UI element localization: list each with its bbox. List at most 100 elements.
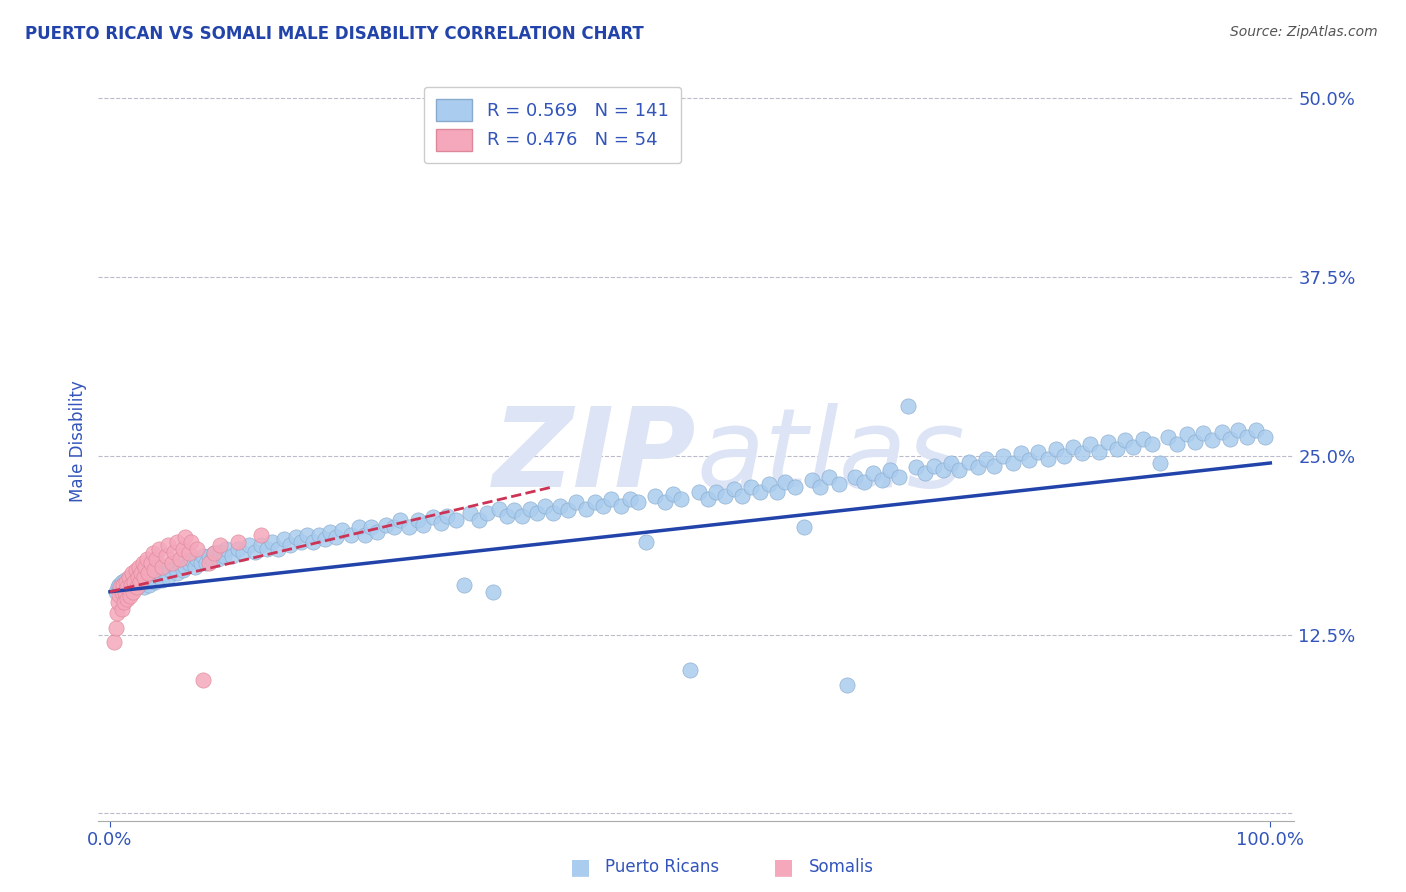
Point	[256, 541, 278, 556]
Point	[1246, 423, 1268, 437]
Point	[166, 534, 188, 549]
Point	[155, 549, 177, 563]
Point	[1018, 453, 1040, 467]
Point	[1201, 433, 1223, 447]
Point	[340, 527, 363, 541]
Point	[111, 602, 134, 616]
Point	[226, 541, 249, 556]
Point	[191, 549, 214, 563]
Point	[131, 570, 153, 584]
Point	[922, 458, 945, 473]
Point	[186, 541, 208, 556]
Point	[163, 544, 186, 558]
Point	[183, 560, 205, 574]
Point	[354, 527, 377, 541]
Point	[1114, 433, 1136, 447]
Point	[136, 552, 159, 566]
Point	[1140, 437, 1163, 451]
Point	[186, 552, 208, 566]
Point	[195, 556, 218, 570]
Point	[1192, 425, 1215, 440]
Point	[1149, 456, 1171, 470]
Point	[250, 537, 273, 551]
Point	[131, 574, 153, 589]
Point	[1107, 442, 1129, 456]
Point	[1087, 444, 1109, 458]
Point	[157, 570, 180, 584]
Point	[190, 556, 212, 570]
Point	[166, 566, 188, 581]
Point	[131, 566, 153, 581]
Point	[115, 574, 138, 589]
Point	[132, 581, 155, 595]
Point	[148, 570, 170, 584]
Point	[232, 546, 254, 560]
Point	[111, 581, 134, 595]
Point	[844, 470, 866, 484]
Point	[142, 546, 165, 560]
Point	[1045, 442, 1067, 456]
Point	[115, 582, 138, 596]
Point	[201, 552, 224, 566]
Point	[1071, 446, 1094, 460]
Point	[136, 566, 159, 581]
Point	[177, 556, 200, 570]
Point	[1157, 430, 1180, 444]
Point	[565, 494, 588, 508]
Text: ZIP: ZIP	[492, 403, 696, 510]
Point	[221, 549, 243, 563]
Point	[688, 484, 710, 499]
Point	[145, 566, 167, 581]
Point	[1184, 434, 1206, 449]
Point	[153, 566, 176, 581]
Point	[131, 556, 153, 570]
Point	[704, 484, 727, 499]
Point	[325, 530, 347, 544]
Point	[124, 577, 146, 591]
Point	[135, 574, 157, 589]
Point	[160, 556, 183, 570]
Point	[600, 491, 623, 506]
Point	[1132, 432, 1154, 446]
Point	[120, 574, 142, 589]
Point	[897, 399, 920, 413]
Point	[209, 537, 232, 551]
Point	[204, 546, 226, 560]
Point	[941, 456, 963, 470]
Point	[654, 494, 676, 508]
Point	[125, 581, 148, 595]
Point	[122, 584, 145, 599]
Point	[114, 584, 136, 599]
Point	[112, 577, 135, 591]
Point	[238, 537, 260, 551]
Point	[143, 574, 166, 589]
Point	[117, 581, 139, 595]
Point	[835, 678, 858, 692]
Point	[636, 534, 658, 549]
Point	[117, 581, 139, 595]
Point	[360, 520, 382, 534]
Point	[1001, 456, 1024, 470]
Point	[139, 570, 162, 584]
Point	[330, 523, 353, 537]
Point	[349, 520, 371, 534]
Point	[145, 552, 167, 566]
Point	[110, 583, 132, 598]
Point	[758, 477, 780, 491]
Point	[127, 570, 149, 584]
Point	[117, 570, 139, 584]
Point	[177, 546, 200, 560]
Point	[125, 581, 148, 595]
Point	[1053, 449, 1076, 463]
Point	[801, 473, 824, 487]
Point	[104, 584, 127, 599]
Point	[870, 473, 893, 487]
Point	[592, 499, 614, 513]
Point	[475, 506, 498, 520]
Point	[887, 470, 910, 484]
Text: atlas: atlas	[696, 403, 965, 510]
Point	[619, 491, 641, 506]
Point	[967, 460, 990, 475]
Point	[114, 574, 136, 588]
Point	[696, 491, 718, 506]
